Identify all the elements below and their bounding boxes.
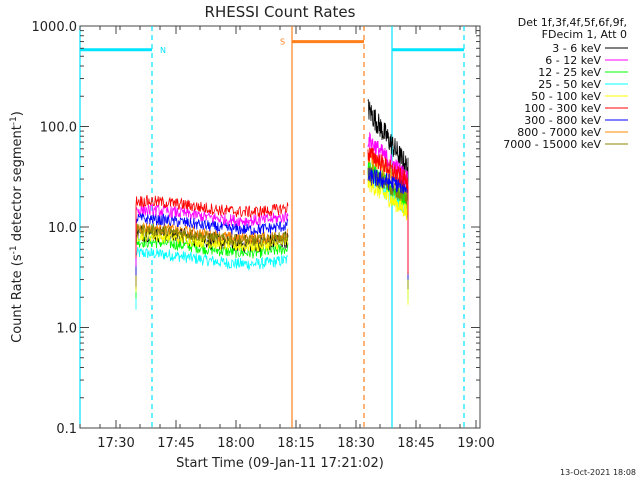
y-tick-label: 10.0 bbox=[48, 221, 77, 236]
x-tick-label: 18:45 bbox=[397, 436, 434, 451]
x-tick-label: 19:00 bbox=[457, 436, 494, 451]
y-axis-label-rest: detector segment bbox=[10, 125, 25, 245]
legend-entry-label: 25 - 50 keV bbox=[538, 78, 601, 91]
legend-entry-label: 6 - 12 keV bbox=[545, 54, 601, 67]
series-path-orbit1 bbox=[135, 213, 289, 276]
y-axis-label-sup: -1 bbox=[9, 245, 19, 254]
orbit-markers: NS bbox=[79, 26, 465, 428]
legend-header: FDecim 1, Att 0 bbox=[542, 28, 627, 41]
saa-bar-label: S bbox=[280, 38, 285, 47]
x-axis-label: Start Time (09-Jan-11 17:21:02) bbox=[176, 456, 384, 471]
y-axis-label: Count Rate (s-1 detector segment-1) bbox=[9, 111, 25, 343]
series-path-orbit1 bbox=[135, 247, 289, 310]
x-tick-label: 17:30 bbox=[97, 436, 134, 451]
legend-header: Det 1f,3f,4f,5f,6f,9f, bbox=[518, 16, 627, 29]
legend-entry-label: 7000 - 15000 keV bbox=[503, 138, 601, 151]
legend-entry-label: 800 - 7000 keV bbox=[517, 126, 601, 139]
series-path-orbit1 bbox=[135, 203, 289, 267]
series-line bbox=[135, 173, 409, 305]
x-tick-label: 17:45 bbox=[157, 436, 194, 451]
series-line bbox=[135, 165, 409, 290]
series-path-orbit2 bbox=[367, 99, 409, 262]
series-path-orbit1 bbox=[135, 229, 289, 293]
x-tick-label: 18:00 bbox=[217, 436, 254, 451]
legend: Det 1f,3f,4f,5f,6f,9f,FDecim 1, Att 03 -… bbox=[503, 16, 628, 151]
chart-title: RHESSI Count Rates bbox=[205, 3, 356, 21]
series-line bbox=[135, 168, 409, 280]
y-axis-label-main: Count Rate (s bbox=[10, 254, 25, 343]
legend-entry-label: 100 - 300 keV bbox=[524, 102, 601, 115]
series-path-orbit1 bbox=[135, 195, 289, 258]
series-line bbox=[135, 148, 409, 285]
y-axis-label-sup2: -1 bbox=[9, 116, 19, 125]
axes: 17:30 17:45 18:00 18:15 18:30 18:45 19:00 0.1 1.… bbox=[32, 20, 495, 451]
legend-entry-label: 300 - 800 keV bbox=[524, 114, 601, 127]
series-path-orbit2 bbox=[367, 159, 409, 294]
y-tick-label: 1000.0 bbox=[32, 20, 78, 35]
y-tick-label: 100.0 bbox=[40, 121, 77, 136]
series-path-orbit1 bbox=[135, 223, 289, 287]
series-path-orbit2 bbox=[367, 147, 409, 275]
series-line bbox=[135, 147, 409, 275]
y-axis-label-end: ) bbox=[10, 111, 25, 116]
legend-entry-label: 3 - 6 keV bbox=[552, 42, 601, 55]
x-tick-label: 18:30 bbox=[337, 436, 374, 451]
y-tick-label: 1.0 bbox=[56, 322, 77, 337]
generated-timestamp: 13-Oct-2021 18:08 bbox=[560, 468, 636, 477]
series-group bbox=[135, 99, 409, 310]
legend-entry-label: 12 - 25 keV bbox=[538, 66, 601, 79]
night-bar-label: N bbox=[160, 46, 166, 55]
y-tick-label: 0.1 bbox=[56, 422, 77, 437]
series-path-orbit2 bbox=[367, 173, 409, 305]
x-tick-label: 18:15 bbox=[277, 436, 314, 451]
legend-entry-label: 50 - 100 keV bbox=[531, 90, 601, 103]
